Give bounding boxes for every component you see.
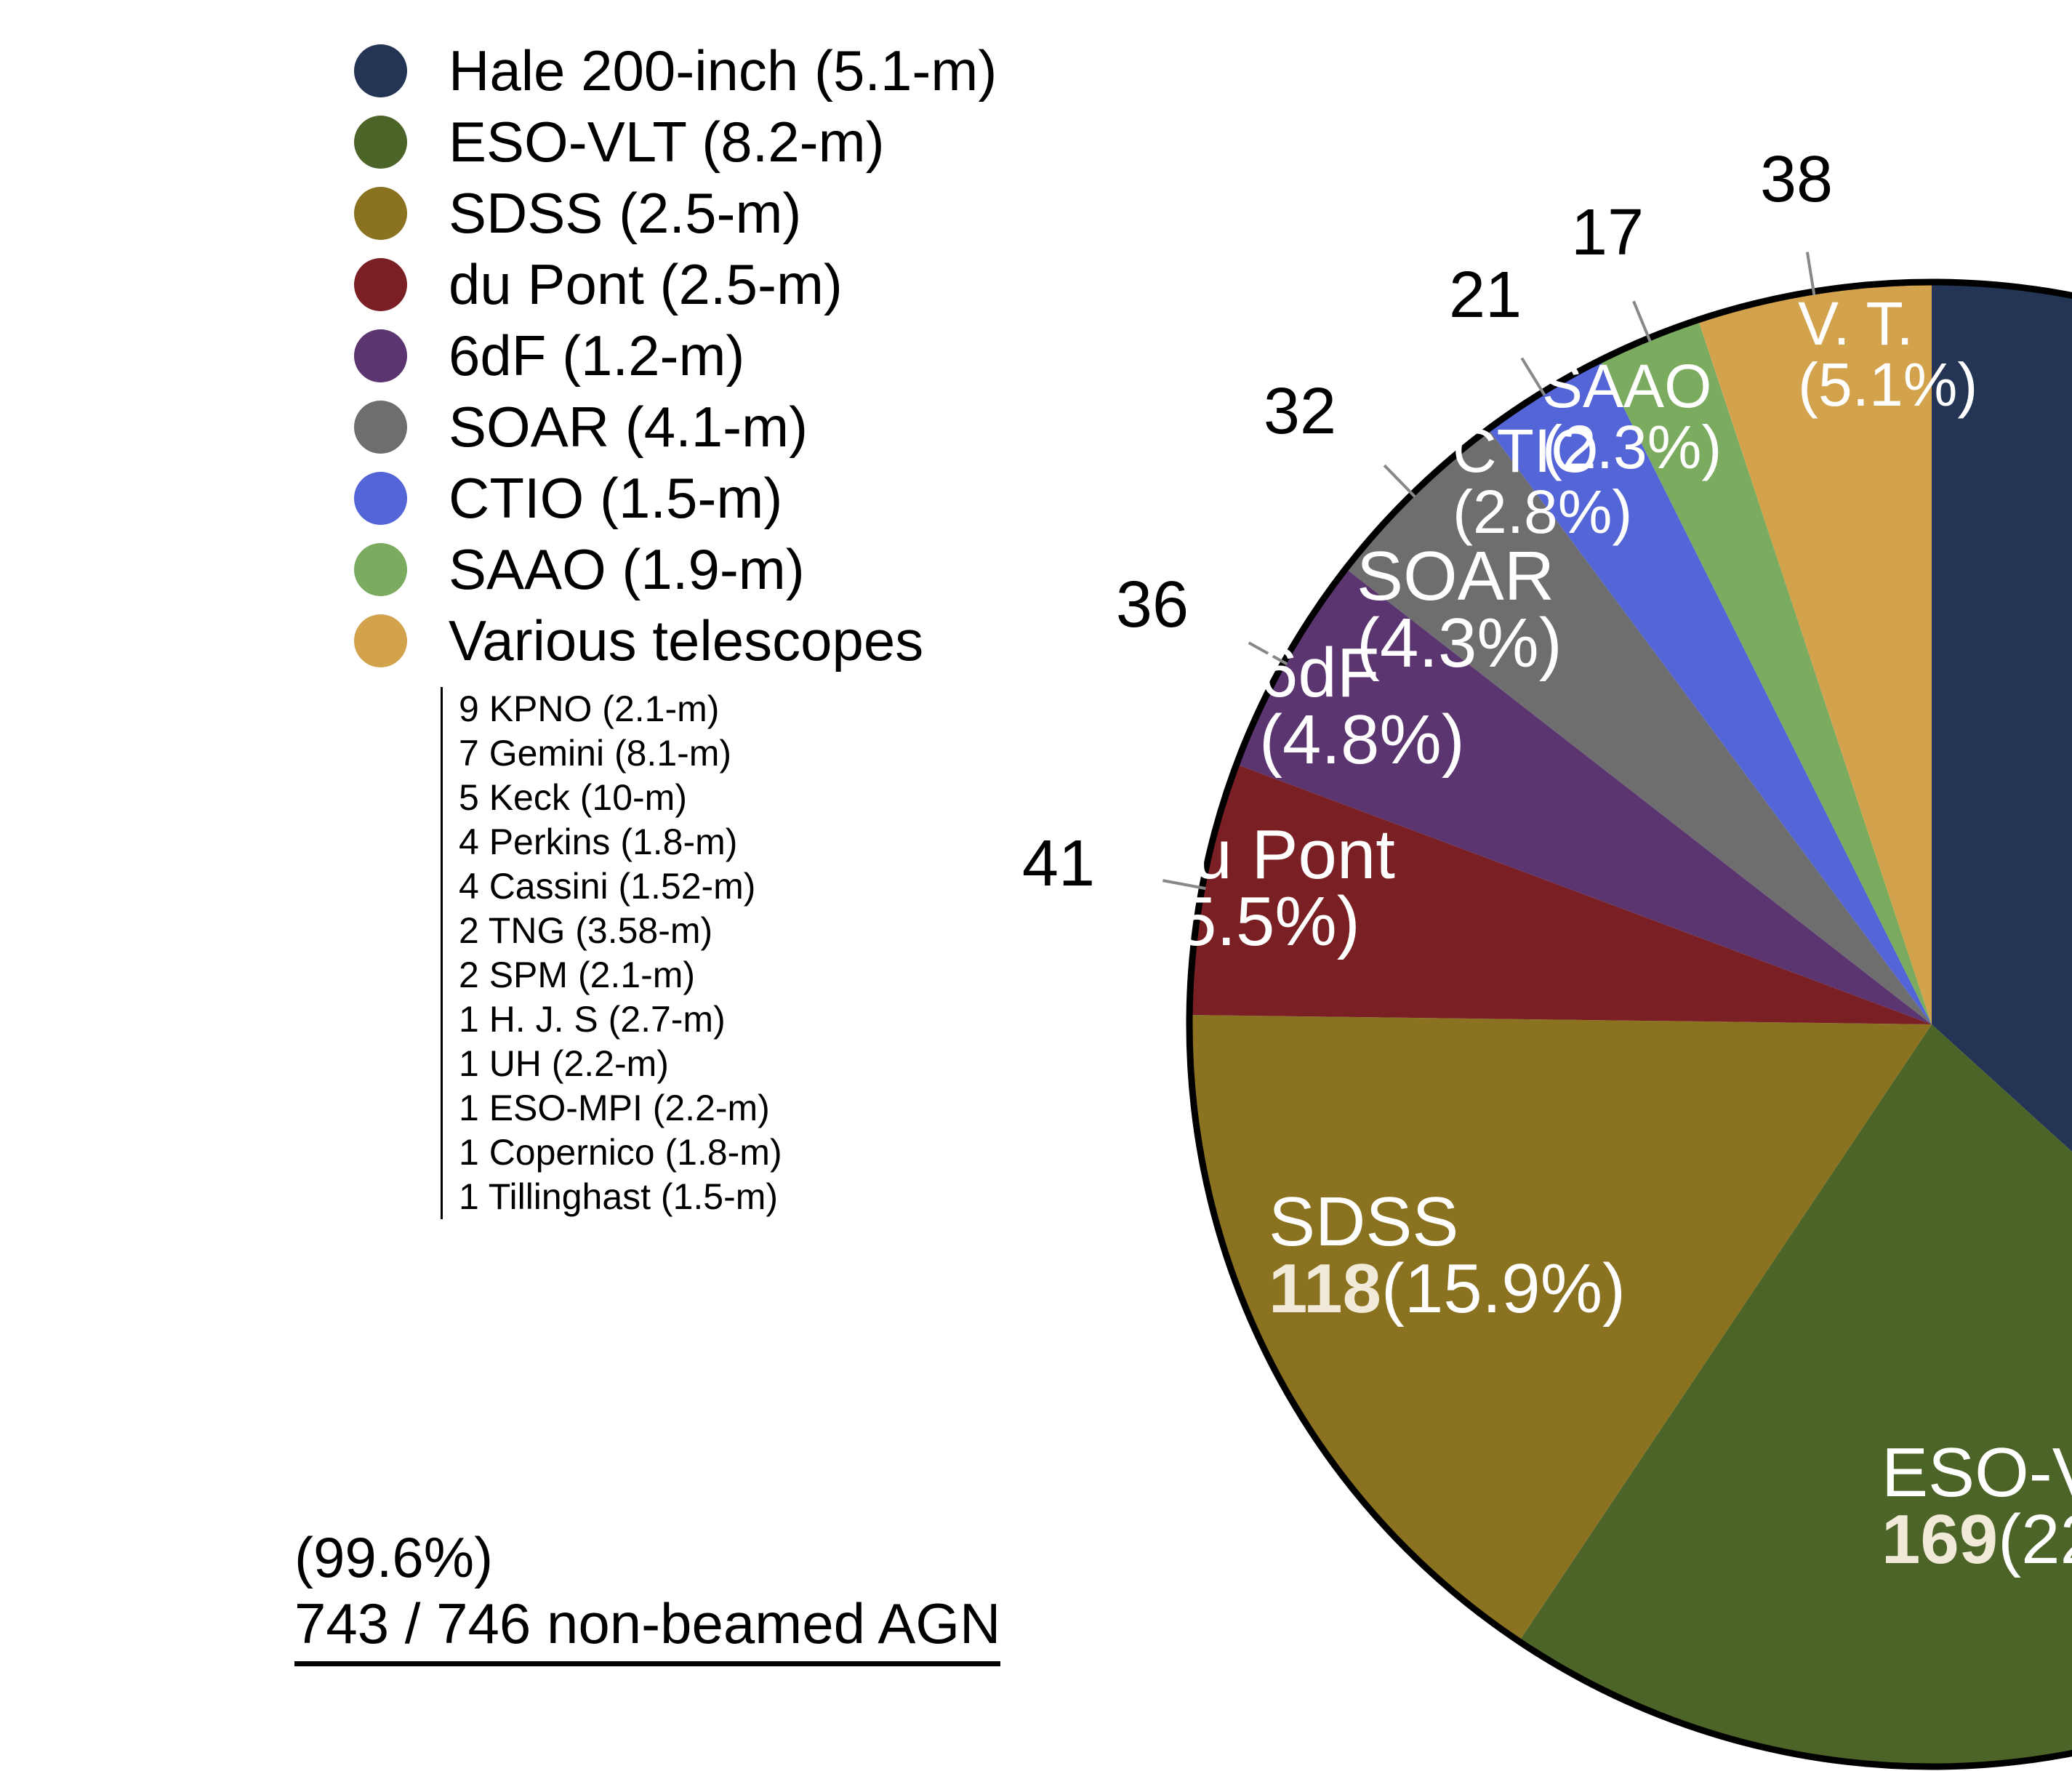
svg-text:36: 36	[1116, 569, 1189, 641]
svg-text:41: 41	[1022, 827, 1095, 900]
svg-text:38: 38	[1760, 143, 1833, 216]
svg-text:32: 32	[1264, 375, 1336, 448]
svg-text:21: 21	[1449, 259, 1522, 332]
svg-text:17: 17	[1571, 196, 1644, 269]
